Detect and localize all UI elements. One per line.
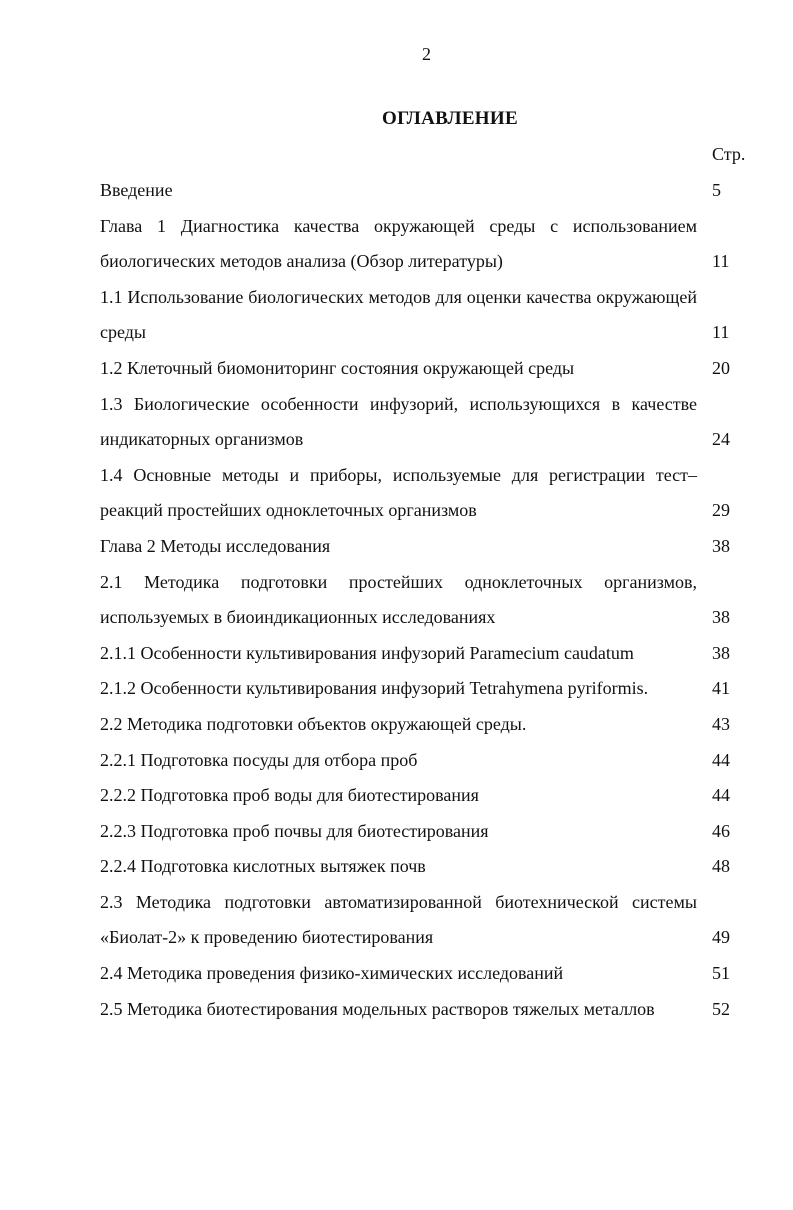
toc-entry: 2.2 Методика подготовки объектов окружаю… [100, 707, 760, 743]
toc-entry-title: 2.2.4 Подготовка кислотных вытяжек почв [100, 856, 426, 877]
toc-entry: 1.2 Клеточный биомониторинг состояния ок… [100, 351, 760, 387]
toc-entry: 1.4 Основные методы и приборы, используе… [100, 458, 760, 529]
toc-entry: 2.2.3 Подготовка проб почвы для биотести… [100, 814, 760, 850]
toc-entry: Глава 1 Диагностика качества окружающей … [100, 209, 760, 280]
toc-entry-title: Введение [100, 180, 173, 200]
toc-entry: 2.3 Методика подготовки автоматизированн… [100, 885, 760, 956]
toc-entry-title: 2.4 Методика проведения физико-химически… [100, 963, 564, 984]
toc-entry: Введение 5 [100, 173, 760, 209]
toc-entry: 2.2.1 Подготовка посуды для отбора проб 4… [100, 743, 760, 779]
toc-entry-page: 51 [712, 963, 730, 984]
toc-entry-title: 2.1.1 Особенности культивирования инфузо… [100, 642, 634, 663]
toc-entry-title: 2.1 Методика подготовки простейших однок… [100, 571, 697, 628]
toc-entry-page: 43 [712, 713, 730, 734]
toc-entry: Глава 2 Методы исследования 38 [100, 529, 760, 565]
toc-entry-page: 24 [712, 429, 730, 450]
toc-entry-title: 1.3 Биологические особенности инфузорий,… [100, 393, 697, 450]
toc-entry-page: 38 [712, 642, 730, 663]
toc-entry-page: 5 [712, 180, 721, 200]
toc-entry-title: 2.1.2 Особенности культивирования инфузо… [100, 678, 649, 699]
toc-entry-page: 11 [712, 322, 730, 343]
toc-entry-title: 2.2.3 Подготовка проб почвы для биотести… [100, 820, 489, 841]
toc-entry: 2.2.4 Подготовка кислотных вытяжек почв 4… [100, 849, 760, 885]
toc-entry-page: 41 [712, 678, 730, 699]
toc-entry: 1.3 Биологические особенности инфузорий,… [100, 387, 760, 458]
page-column-label: Стр. [712, 144, 746, 164]
toc-entry-page: 20 [712, 357, 730, 378]
toc-entry-title: 2.5 Методика биотестирования модельных р… [100, 998, 655, 1019]
table-of-contents: Введение 5 Глава 1 Диагностика качества ок… [100, 173, 760, 1027]
toc-entry-page: 48 [712, 856, 730, 877]
toc-entry: 1.1 Использование биологических методов … [100, 280, 760, 351]
toc-entry-title: 1.4 Основные методы и приборы, используе… [100, 464, 697, 521]
toc-entry-page: 29 [712, 500, 730, 521]
toc-entry-title: Глава 2 Методы исследования [100, 535, 331, 556]
toc-entry-title: 1.2 Клеточный биомониторинг состояния ок… [100, 357, 575, 378]
toc-entry: 2.2.2 Подготовка проб воды для биотестир… [100, 778, 760, 814]
toc-entry-page: 49 [712, 927, 730, 948]
page-title: ОГЛАВЛЕНИЕ [382, 108, 518, 129]
toc-entry: 2.5 Методика биотестирования модельных р… [100, 992, 760, 1028]
toc-entry: 2.1 Методика подготовки простейших однок… [100, 565, 760, 636]
toc-entry-page: 52 [712, 998, 730, 1019]
toc-entry-title: 2.3 Методика подготовки автоматизированн… [100, 891, 697, 948]
toc-entry-page: 44 [712, 785, 730, 806]
toc-entry-page: 46 [712, 820, 730, 841]
toc-entry-title: 2.2.2 Подготовка проб воды для биотестир… [100, 785, 479, 806]
toc-entry-page: 38 [712, 607, 730, 628]
toc-entry: 2.4 Методика проведения физико-химически… [100, 956, 760, 992]
toc-entry: 2.1.1 Особенности культивирования инфузо… [100, 636, 760, 672]
toc-entry-page: 11 [712, 251, 730, 272]
toc-entry-title: 2.2 Методика подготовки объектов окружаю… [100, 713, 527, 734]
toc-entry-title: Глава 1 Диагностика качества окружающей … [100, 215, 697, 272]
toc-entry: 2.1.2 Особенности культивирования инфузо… [100, 671, 760, 707]
toc-entry-title: 1.1 Использование биологических методов … [100, 286, 697, 343]
toc-entry-page: 38 [712, 535, 730, 556]
page-number: 2 [422, 44, 431, 64]
toc-entry-page: 44 [712, 749, 730, 770]
toc-entry-title: 2.2.1 Подготовка посуды для отбора проб [100, 749, 418, 770]
